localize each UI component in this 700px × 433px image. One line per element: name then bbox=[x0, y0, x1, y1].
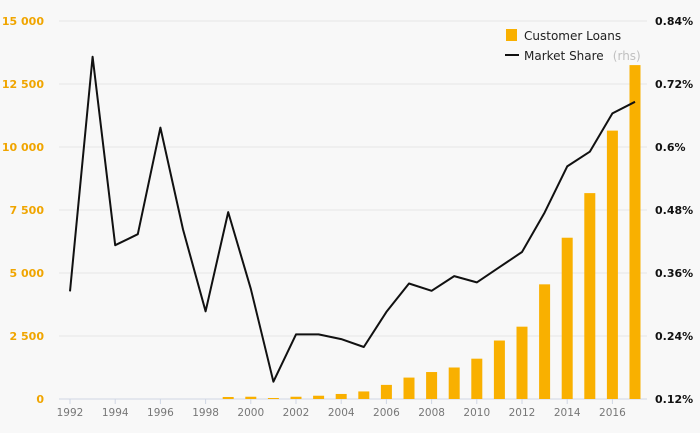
bar-customer-loans bbox=[290, 396, 302, 399]
bar-customer-loans bbox=[516, 326, 528, 399]
y-tick-label-right: 0.72% bbox=[655, 78, 693, 91]
bar-customer-loans bbox=[448, 367, 460, 399]
y-tick-label-left: 15 000 bbox=[2, 15, 44, 28]
bar-customer-loans bbox=[335, 393, 347, 399]
x-axis-ticks: 1992 1994 1996 1998 2000 2002 2004 2006 2008 2010… bbox=[57, 399, 626, 419]
bar-customer-loans bbox=[561, 237, 573, 399]
x-tick-label: 1998 bbox=[192, 407, 219, 419]
bar-customer-loans bbox=[380, 384, 392, 399]
x-tick-label: 2006 bbox=[373, 407, 400, 419]
market-share-line-group bbox=[69, 55, 636, 383]
legend-swatch-customer-loans bbox=[506, 29, 517, 41]
left-axis-ticks: 0 2 500 5 000 7 500 10 000 12 500 15 000 bbox=[2, 15, 44, 406]
legend-label-market-share-suffix: (rhs) bbox=[613, 49, 641, 63]
legend-label-market-share-name: Market Share bbox=[524, 49, 604, 63]
bar-customer-loans bbox=[245, 396, 257, 399]
x-tick-label: 2012 bbox=[509, 407, 536, 419]
y-tick-label-right: 0.36% bbox=[655, 267, 693, 280]
bar-customer-loans bbox=[584, 193, 596, 399]
x-tick-label: 2010 bbox=[463, 407, 490, 419]
bar-customer-loans bbox=[493, 340, 505, 399]
x-tick-label: 2008 bbox=[418, 407, 445, 419]
x-tick-label: 1996 bbox=[147, 407, 174, 419]
x-tick-label: 2014 bbox=[554, 407, 581, 419]
line-market-share bbox=[69, 55, 636, 383]
legend-label-customer-loans: Customer Loans bbox=[524, 29, 621, 43]
bar-customer-loans bbox=[426, 372, 438, 399]
bar-customer-loans bbox=[471, 358, 483, 399]
y-tick-label-right: 0.12% bbox=[655, 393, 693, 406]
x-tick-label: 1994 bbox=[102, 407, 129, 419]
right-axis-ticks: 0.12% 0.24% 0.36% 0.48% 0.6% 0.72% 0.84% bbox=[655, 15, 693, 406]
y-tick-label-right: 0.6% bbox=[655, 141, 686, 154]
x-tick-label: 2000 bbox=[237, 407, 264, 419]
bar-customer-loans bbox=[606, 130, 618, 399]
y-tick-label-left: 5 000 bbox=[10, 267, 45, 280]
legend-label-market-share: Market Share (rhs) bbox=[524, 45, 641, 64]
bar-customer-loans bbox=[403, 377, 415, 399]
y-tick-label-left: 2 500 bbox=[10, 330, 45, 343]
bar-customer-loans bbox=[629, 65, 641, 399]
y-tick-label-left: 0 bbox=[36, 393, 44, 406]
bar-customer-loans bbox=[358, 391, 370, 399]
bar-customer-loans bbox=[222, 396, 234, 399]
y-tick-label-right: 0.24% bbox=[655, 330, 693, 343]
y-tick-label-left: 10 000 bbox=[2, 141, 44, 154]
y-tick-label-left: 7 500 bbox=[10, 204, 45, 217]
x-tick-label: 2016 bbox=[599, 407, 626, 419]
legend: Customer Loans Market Share (rhs) bbox=[505, 29, 641, 64]
x-tick-label: 2004 bbox=[328, 407, 355, 419]
y-tick-label-left: 12 500 bbox=[2, 78, 44, 91]
customer-loans-bars bbox=[222, 65, 641, 399]
x-tick-label: 1992 bbox=[57, 407, 84, 419]
y-tick-label-right: 0.48% bbox=[655, 204, 693, 217]
x-tick-label: 2002 bbox=[283, 407, 310, 419]
bar-customer-loans bbox=[539, 284, 551, 399]
bar-customer-loans bbox=[267, 397, 279, 399]
y-tick-label-right: 0.84% bbox=[655, 15, 693, 28]
bar-customer-loans bbox=[313, 395, 325, 399]
